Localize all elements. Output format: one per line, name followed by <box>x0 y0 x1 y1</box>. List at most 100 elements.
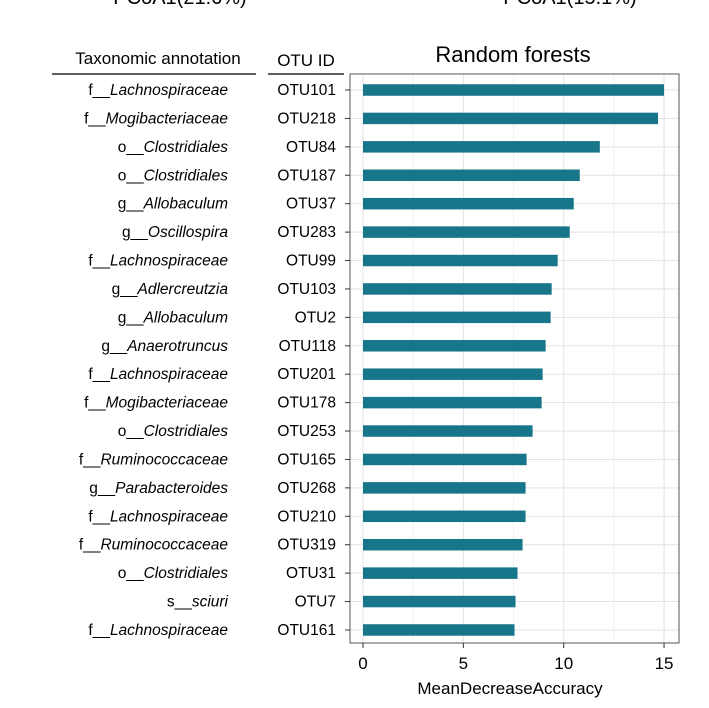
otu-id-cell: OTU283 <box>277 224 336 241</box>
taxonomic-annotation-cell: g__Allobaculum <box>118 196 228 213</box>
bar-otu31 <box>363 567 518 579</box>
right-header-cut-text: PCoA1(15.1%) <box>503 0 636 9</box>
rank-prefix: f__ <box>84 110 106 127</box>
taxonomic-annotation-cell: f__Ruminococcaceae <box>79 537 228 554</box>
taxon-name: Clostridiales <box>144 565 229 582</box>
taxonomic-annotation-cell: f__Lachnospiraceae <box>88 366 228 383</box>
taxonomic-annotation-cell: f__Mogibacteriaceae <box>84 395 228 412</box>
taxon-name: Lachnospiraceae <box>110 366 228 383</box>
otu-id-cell: OTU31 <box>286 565 336 582</box>
otu-id-cell: OTU319 <box>277 537 336 554</box>
taxonomic-annotation-cell: o__Clostridiales <box>118 565 229 582</box>
bar-otu118 <box>363 340 546 352</box>
otu-id-cell: OTU161 <box>277 622 336 639</box>
x-tick-label: 10 <box>554 654 573 673</box>
rank-prefix: g__ <box>118 196 144 213</box>
taxon-name: Anaerotruncus <box>126 338 228 355</box>
otu-id-cell: OTU165 <box>277 451 336 468</box>
otu-id-cell: OTU201 <box>277 366 336 383</box>
bar-otu218 <box>363 112 659 125</box>
taxonomic-annotation-cell: o__Clostridiales <box>118 423 229 440</box>
taxon-name: Clostridiales <box>144 139 229 156</box>
taxon-name: Ruminococcaceae <box>100 451 228 468</box>
otu-id-cell: OTU178 <box>277 395 336 412</box>
bar-otu2 <box>363 311 551 324</box>
grid-lines <box>350 74 679 643</box>
bar-otu187 <box>363 169 580 182</box>
otu-id-cell: OTU37 <box>286 196 336 213</box>
bar-otu84 <box>363 141 600 153</box>
table-rows: f__Lachnospiraceae OTU101f__Mogibacteriac… <box>79 82 350 639</box>
taxon-name: Ruminococcaceae <box>100 537 228 554</box>
bar-otu178 <box>363 396 542 409</box>
rank-prefix: g__ <box>101 338 127 355</box>
left-header-cut-text: PCoA1(21.6%) <box>113 0 246 9</box>
taxon-name: Lachnospiraceae <box>110 508 228 525</box>
taxonomic-annotation-cell: f__Lachnospiraceae <box>88 253 228 270</box>
otu-id-cell: OTU101 <box>277 82 336 99</box>
x-tick-label: 15 <box>655 654 674 673</box>
rank-prefix: f__ <box>88 82 110 99</box>
otu-id-header: OTU ID <box>277 51 335 70</box>
otu-id-cell: OTU99 <box>286 253 336 270</box>
bar-otu7 <box>363 595 516 608</box>
otu-id-cell: OTU84 <box>286 139 336 156</box>
otu-id-cell: OTU103 <box>277 281 336 298</box>
rank-prefix: s__ <box>167 594 192 611</box>
bar-otu201 <box>363 368 543 380</box>
x-tick-label: 5 <box>459 654 468 673</box>
rank-prefix: o__ <box>118 423 144 440</box>
taxon-name: Adlercreutzia <box>137 281 229 298</box>
bar-otu99 <box>363 254 558 267</box>
rank-prefix: f__ <box>88 366 110 383</box>
taxonomic-annotation-cell: s__sciuri <box>167 594 229 611</box>
rank-prefix: g__ <box>89 480 115 497</box>
rank-prefix: g__ <box>112 281 138 298</box>
taxonomic-annotation-cell: f__Mogibacteriaceae <box>84 110 228 127</box>
rank-prefix: g__ <box>122 224 148 241</box>
taxonomic-annotation-cell: g__Anaerotruncus <box>101 338 228 355</box>
bar-otu161 <box>363 624 515 636</box>
bar-otu268 <box>363 482 526 494</box>
plot-panel-border <box>349 73 680 644</box>
bar-otu253 <box>363 425 533 437</box>
otu-id-cell: OTU268 <box>277 480 336 497</box>
rank-prefix: o__ <box>118 565 144 582</box>
bar-otu103 <box>363 283 552 295</box>
taxonomic-annotation-cell: g__Allobaculum <box>118 309 228 326</box>
otu-id-cell: OTU218 <box>277 110 336 127</box>
taxonomic-annotation-cell: o__Clostridiales <box>118 167 229 184</box>
x-tick-label: 0 <box>358 654 367 673</box>
taxon-name: Allobaculum <box>143 196 229 213</box>
bars <box>363 84 665 636</box>
taxon-name: Mogibacteriaceae <box>106 395 229 412</box>
rank-prefix: o__ <box>118 139 144 156</box>
bar-otu101 <box>363 84 665 96</box>
x-axis-label: MeanDecreaseAccuracy <box>417 679 603 698</box>
taxonomic-annotation-cell: f__Ruminococcaceae <box>79 451 228 468</box>
otu-id-cell: OTU2 <box>295 309 336 326</box>
taxonomic-annotation-cell: f__Lachnospiraceae <box>88 508 228 525</box>
taxon-name: Oscillospira <box>148 224 228 241</box>
taxon-name: sciuri <box>192 594 229 611</box>
taxonomic-annotation-header: Taxonomic annotation <box>75 49 240 68</box>
rank-prefix: g__ <box>118 309 144 326</box>
otu-id-cell: OTU253 <box>277 423 336 440</box>
taxon-name: Lachnospiraceae <box>110 622 228 639</box>
taxonomic-annotation-cell: f__Lachnospiraceae <box>88 622 228 639</box>
bar-otu319 <box>363 538 523 551</box>
rank-prefix: f__ <box>84 395 106 412</box>
otu-id-cell: OTU118 <box>279 338 336 355</box>
x-axis: 0 5 10 15 <box>358 643 674 673</box>
taxonomic-annotation-cell: g__Parabacteroides <box>89 480 228 497</box>
bar-otu210 <box>363 510 526 523</box>
otu-id-cell: OTU210 <box>277 508 336 525</box>
rank-prefix: f__ <box>88 622 110 639</box>
bar-otu165 <box>363 453 527 466</box>
bar-otu283 <box>363 226 570 238</box>
taxon-name: Lachnospiraceae <box>110 253 228 270</box>
taxon-name: Clostridiales <box>144 167 229 184</box>
rank-prefix: o__ <box>118 167 144 184</box>
rank-prefix: f__ <box>79 451 101 468</box>
